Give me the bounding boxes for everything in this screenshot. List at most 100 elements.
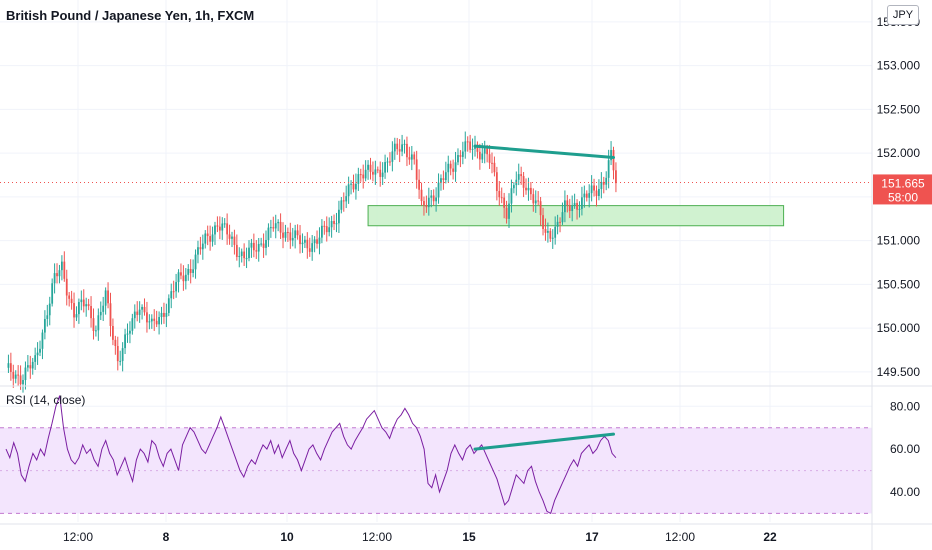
candle-body bbox=[56, 273, 58, 277]
time-tick-label: 8 bbox=[163, 530, 170, 544]
candle-body bbox=[495, 172, 498, 191]
candle-body bbox=[464, 141, 467, 152]
candle-body bbox=[22, 380, 24, 385]
candle-body bbox=[73, 303, 75, 318]
candle-body bbox=[350, 183, 352, 185]
candle-body bbox=[576, 202, 578, 210]
candle-body bbox=[505, 207, 508, 219]
candle-body bbox=[119, 360, 122, 362]
candle-body bbox=[167, 298, 170, 313]
candle-body bbox=[124, 334, 126, 349]
candle-body bbox=[525, 187, 527, 191]
trendlines bbox=[0, 144, 872, 451]
candle-body bbox=[92, 318, 95, 331]
candle-body bbox=[116, 346, 119, 362]
candle-body bbox=[121, 348, 124, 361]
candle-body bbox=[274, 223, 277, 229]
price-tick-label: 149.500 bbox=[877, 365, 921, 379]
support-zone bbox=[367, 205, 785, 227]
candle-body bbox=[583, 193, 586, 198]
candle-body bbox=[508, 203, 510, 219]
candle-body bbox=[114, 339, 117, 347]
candle-body bbox=[546, 230, 549, 233]
candle-body bbox=[461, 151, 464, 157]
candle-body bbox=[415, 159, 418, 180]
candle-body bbox=[590, 185, 593, 194]
candle-body bbox=[483, 148, 486, 154]
candle-body bbox=[43, 318, 46, 333]
candle-body bbox=[299, 235, 301, 245]
price-tag-background bbox=[873, 174, 932, 205]
candle-body bbox=[75, 314, 78, 318]
support-zone-rect bbox=[367, 205, 785, 227]
candle-body bbox=[500, 197, 503, 199]
candle-body bbox=[321, 225, 323, 238]
candle-body bbox=[566, 200, 569, 206]
candle-body bbox=[41, 332, 44, 349]
rsi-axis-labels: 80.00 60.00 40.00 bbox=[890, 399, 920, 499]
candle-body bbox=[598, 189, 600, 196]
candle-body bbox=[204, 233, 207, 244]
candle-body bbox=[248, 247, 250, 259]
candle-body bbox=[133, 311, 136, 319]
candle-body bbox=[180, 272, 182, 276]
last-price-tag: 151.665 58:00 bbox=[873, 174, 932, 205]
candle-body bbox=[486, 148, 489, 155]
candle-body bbox=[595, 190, 598, 196]
time-tick-label: 12:00 bbox=[362, 530, 392, 544]
candle-body bbox=[63, 261, 66, 279]
candle-body bbox=[403, 143, 406, 145]
price-tick-label: 150.000 bbox=[877, 321, 921, 335]
candle-body bbox=[330, 221, 333, 228]
candle-body bbox=[539, 201, 542, 216]
candle-body bbox=[291, 237, 294, 241]
candle-body bbox=[449, 163, 452, 169]
candle-body bbox=[284, 231, 287, 238]
candle-body bbox=[559, 221, 561, 223]
candle-body bbox=[155, 320, 158, 325]
currency-button[interactable]: JPY bbox=[887, 5, 919, 25]
candle-body bbox=[228, 234, 231, 239]
rsi-title[interactable]: RSI (14, close) bbox=[6, 393, 86, 407]
candle-body bbox=[512, 185, 515, 189]
candle-body bbox=[97, 315, 100, 331]
candle-body bbox=[342, 200, 345, 202]
candle-body bbox=[158, 317, 160, 325]
candle-body bbox=[593, 185, 595, 191]
candle-body bbox=[12, 371, 15, 379]
candle-body bbox=[85, 304, 88, 307]
candle-body bbox=[136, 311, 139, 315]
candle-body bbox=[406, 143, 408, 158]
candle-body bbox=[398, 149, 401, 152]
candle-body bbox=[578, 208, 581, 210]
candle-body bbox=[289, 232, 292, 241]
candle-body bbox=[352, 183, 355, 190]
time-tick-label: 10 bbox=[280, 530, 294, 544]
candle-body bbox=[90, 306, 92, 319]
candle-body bbox=[7, 363, 10, 368]
candle-body bbox=[386, 161, 389, 163]
candle-body bbox=[481, 153, 484, 160]
candle-body bbox=[316, 239, 318, 244]
candle-body bbox=[29, 365, 32, 369]
candle-body bbox=[556, 221, 559, 227]
candle-body bbox=[65, 278, 68, 296]
candle-body bbox=[233, 236, 236, 245]
candle-body bbox=[138, 309, 141, 315]
candle-body bbox=[469, 141, 472, 150]
candle-body bbox=[568, 205, 571, 212]
candle-body bbox=[554, 226, 557, 238]
candle-body bbox=[58, 270, 61, 277]
candle-body bbox=[454, 162, 457, 172]
candle-body bbox=[491, 162, 493, 164]
candle-body bbox=[537, 200, 540, 202]
candle-body bbox=[184, 274, 187, 282]
candle-body bbox=[216, 225, 219, 227]
candle-body bbox=[391, 151, 394, 162]
candle-body bbox=[571, 205, 574, 212]
candle-body bbox=[260, 243, 263, 245]
candle-body bbox=[529, 187, 532, 195]
candle-body bbox=[46, 315, 49, 319]
candle-body bbox=[95, 330, 97, 332]
